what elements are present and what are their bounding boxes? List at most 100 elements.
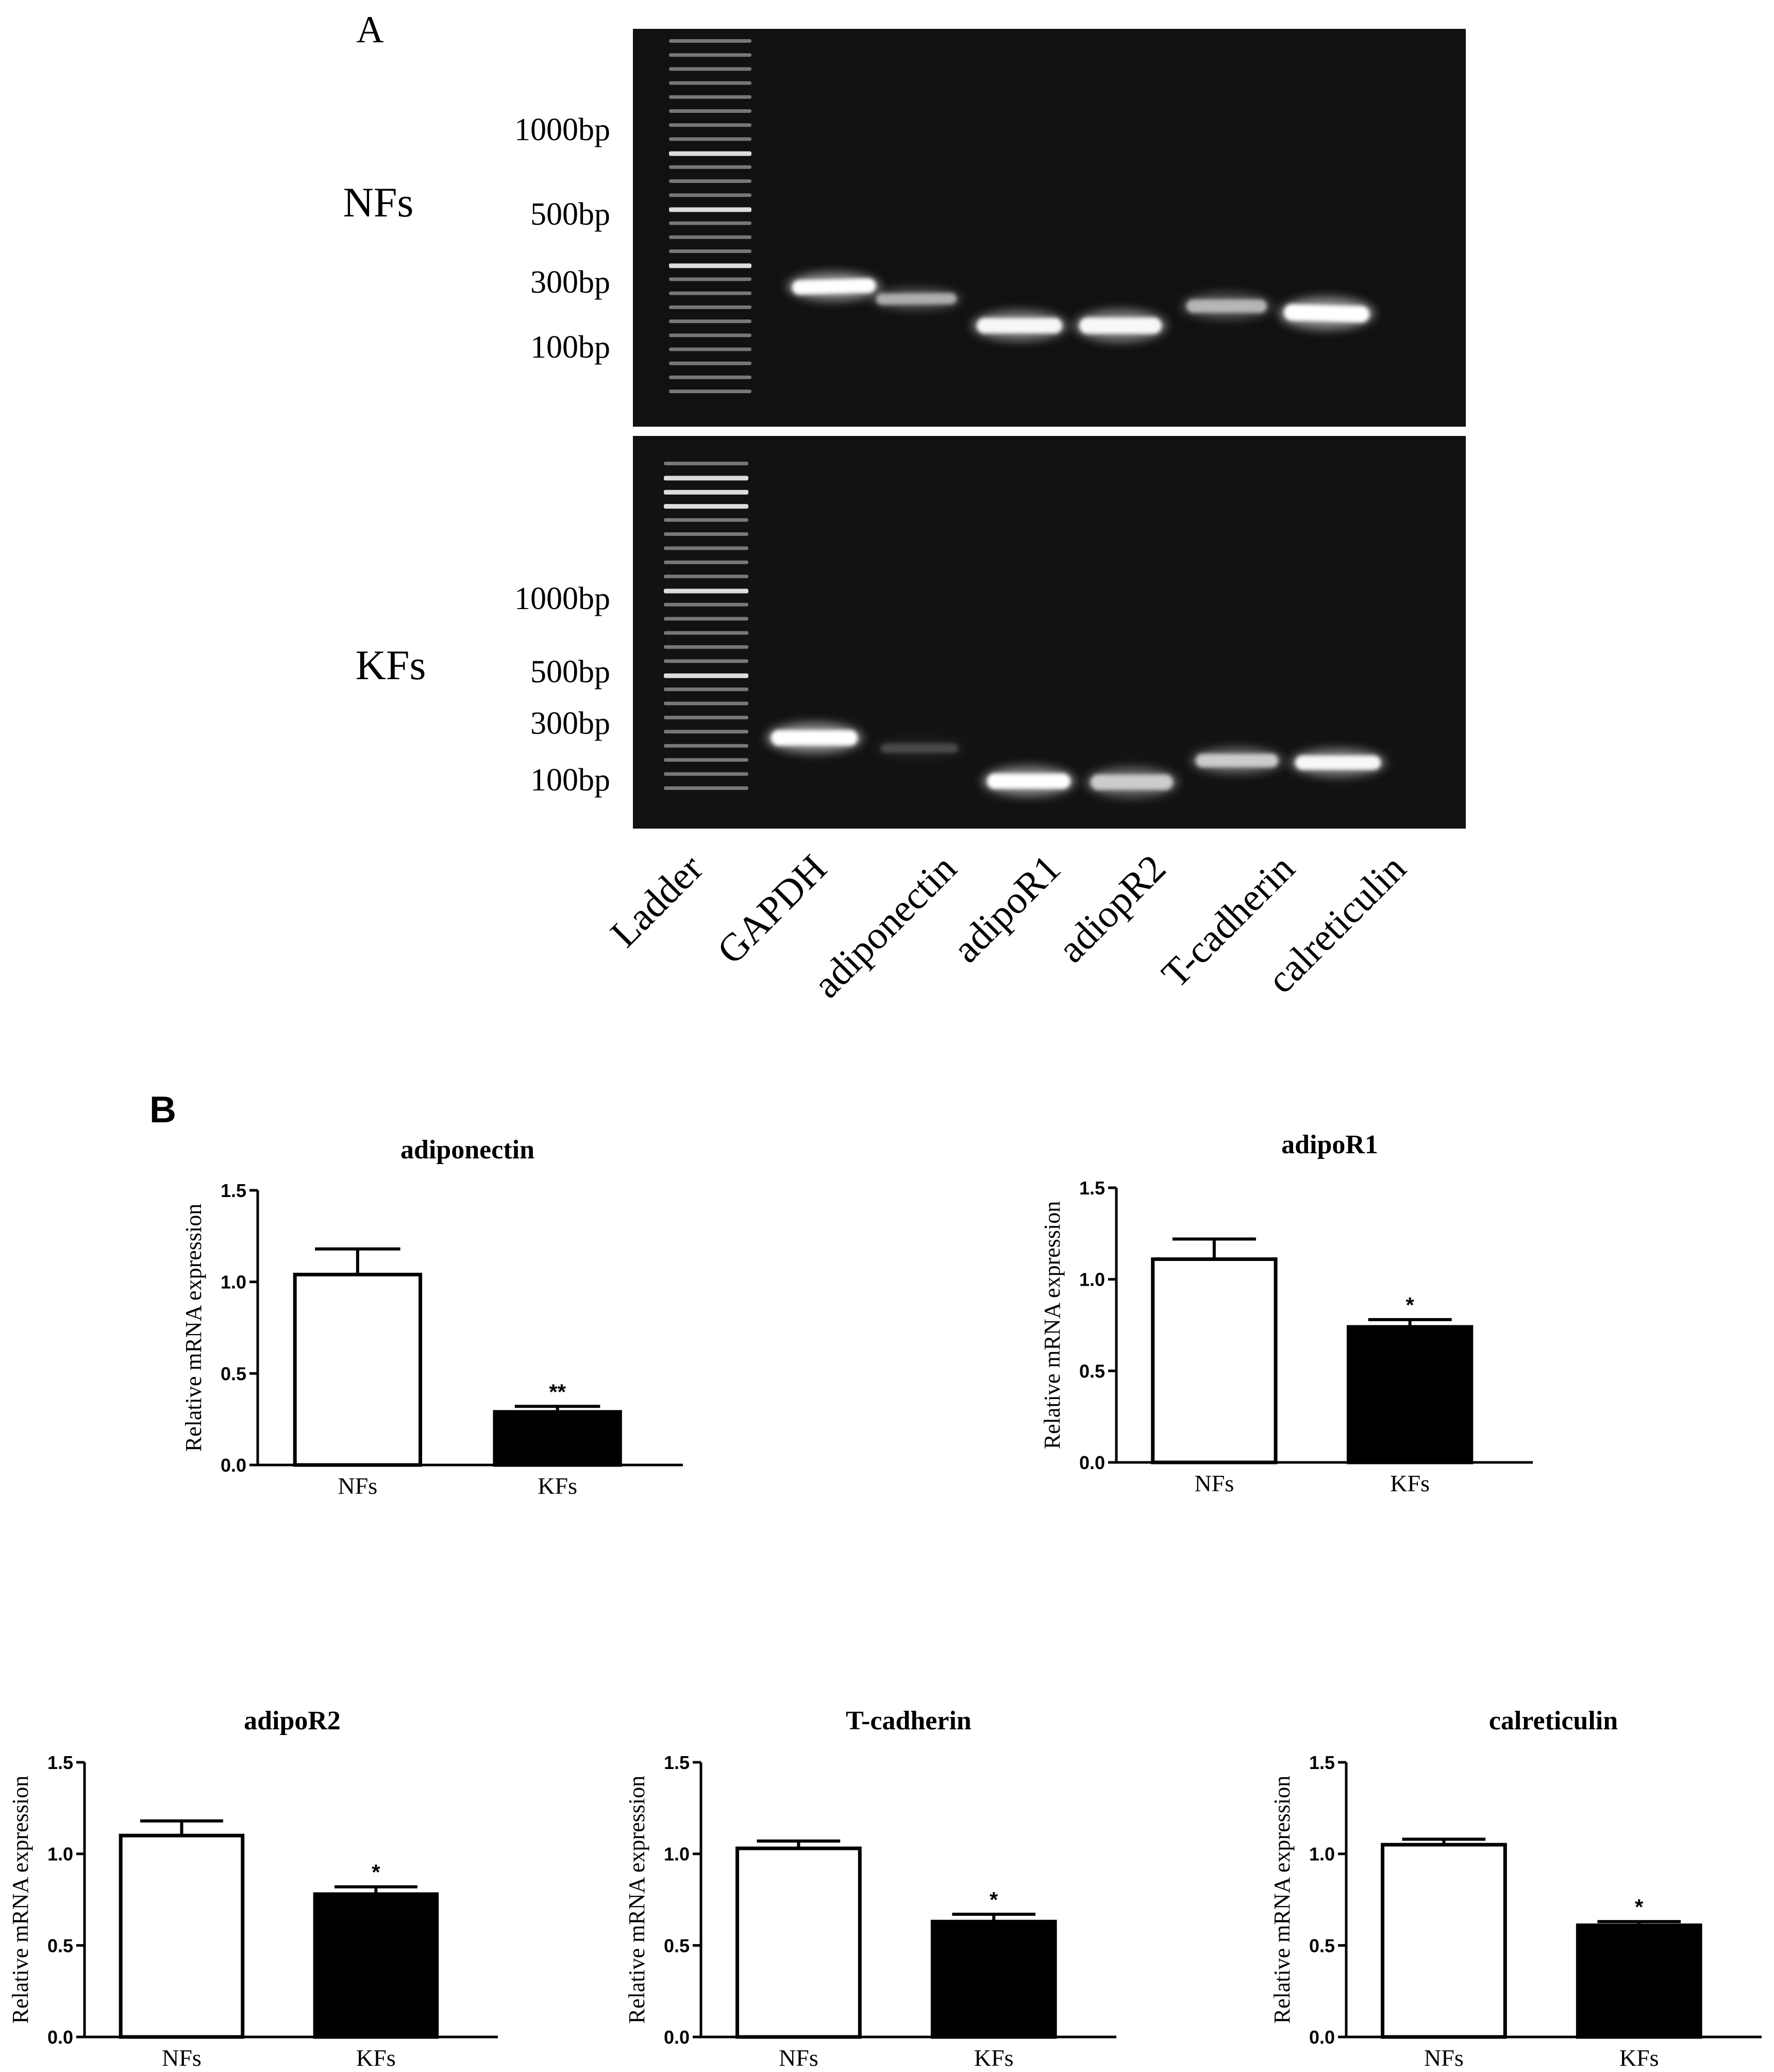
panel-a: A NFs KFs 1000bp 500bp 300bp 100bp 1000b… [343, 9, 1466, 1006]
bar-nfs [1381, 1843, 1507, 2039]
x-tick-label: KFs [1619, 2045, 1659, 2071]
ladder-band [664, 504, 748, 509]
ladder-band [669, 235, 751, 239]
bar-chart-adiponectin: adiponectin 0.0 0.5 1.0 1.5 Relative mRNA exp… [181, 1135, 683, 1499]
x-tick-label: KFs [1390, 1470, 1430, 1496]
bar-chart-t-cadherin: T-cadherin 0.0 0.5 1.0 1.5 Relative mRNA expr… [624, 1706, 1116, 2071]
bar-nfs [735, 1846, 862, 2039]
marker-300bp-kfs: 300bp [530, 706, 610, 741]
chart-title: T-cadherin [846, 1706, 972, 1736]
y-tick-label: 1.5 [1079, 1177, 1105, 1199]
ladder-band [664, 532, 748, 536]
ladder-band [664, 602, 748, 607]
bar-kfs [930, 1919, 1057, 2039]
ladder-band [664, 758, 748, 762]
ladder-band [669, 137, 751, 141]
chart-title: adipoR2 [244, 1706, 341, 1736]
y-tick-label: 1.0 [47, 1844, 73, 1865]
ladder-band [664, 631, 748, 635]
ladder-band [669, 375, 751, 379]
y-tick-label: 1.5 [1309, 1752, 1335, 1773]
marker-100bp-nfs: 100bp [530, 330, 610, 365]
ladder-band [669, 305, 751, 309]
ladder-band [664, 588, 748, 594]
chart-title: calreticulin [1489, 1706, 1618, 1736]
ladder-band [664, 645, 748, 649]
x-tick-label: NFs [162, 2045, 202, 2071]
ladder-band [664, 546, 748, 550]
ladder-band [669, 67, 751, 71]
y-tick-label: 0.0 [221, 1455, 246, 1476]
y-axis-label: Relative mRNA expression [1040, 1201, 1065, 1450]
x-tick-label: KFs [538, 1473, 577, 1499]
y-tick-label: 0.0 [47, 2027, 73, 2048]
y-tick-label: 1.0 [664, 1844, 690, 1865]
ladder-band [664, 673, 748, 678]
marker-1000bp-kfs: 1000bp [514, 581, 610, 616]
x-tick-label: NFs [1424, 2045, 1464, 2071]
chart-title: adiponectin [400, 1135, 534, 1165]
ladder-band [664, 490, 748, 495]
ladder-band [664, 772, 748, 776]
y-axis-label: Relative mRNA expression [181, 1204, 206, 1452]
y-axis-label: Relative mRNA expression [624, 1776, 649, 2024]
y-tick-label: 1.5 [221, 1180, 246, 1201]
lane-label: GAPDH [709, 847, 835, 973]
y-tick-label: 0.5 [664, 1935, 690, 1956]
bar-chart-calreticulin: calreticulin 0.0 0.5 1.0 1.5 Relative mRNA ex… [1269, 1706, 1762, 2071]
significance-marker: * [1405, 1293, 1414, 1317]
ladder-band [669, 207, 751, 212]
ladder-band [664, 462, 748, 465]
gel-band [771, 730, 858, 746]
bar-kfs [1576, 1923, 1702, 2039]
gel-image-nfs [633, 29, 1466, 427]
panel-a-label: A [356, 9, 383, 51]
y-tick-label: 0.0 [664, 2027, 690, 2048]
ladder-band [664, 730, 748, 734]
chart-title: adipoR1 [1281, 1130, 1378, 1159]
ladder-band [669, 291, 751, 295]
gel-band [876, 293, 957, 305]
ladder-band [664, 687, 748, 692]
row-label-kfs: KFs [356, 642, 426, 688]
ladder-band [664, 617, 748, 621]
marker-100bp-kfs: 100bp [530, 763, 610, 798]
x-tick-label: KFs [356, 2045, 396, 2071]
ladder-band [664, 701, 748, 705]
gel-band [1295, 755, 1381, 770]
significance-marker: * [1635, 1895, 1644, 1919]
ladder-band [669, 123, 751, 127]
significance-marker: * [990, 1888, 998, 1912]
y-tick-label: 1.0 [1079, 1269, 1105, 1290]
y-tick-label: 1.0 [221, 1272, 246, 1293]
gel-band [987, 773, 1070, 789]
bar-kfs [493, 1410, 622, 1467]
ladder-band [664, 744, 748, 748]
gel-band [881, 744, 958, 753]
significance-marker: * [372, 1860, 380, 1884]
y-tick-label: 1.5 [664, 1752, 690, 1773]
ladder-band [669, 81, 751, 85]
gel-band [977, 318, 1062, 333]
ladder-band [664, 716, 748, 720]
y-axis-label: Relative mRNA expression [8, 1776, 33, 2024]
ladder-band [664, 575, 748, 579]
marker-500bp-kfs: 500bp [530, 654, 610, 689]
ladder-band [669, 333, 751, 338]
gel-band [1186, 299, 1267, 313]
y-tick-label: 1.5 [47, 1752, 73, 1773]
bar-kfs [313, 1892, 439, 2039]
lane-label: adipoR1 [945, 847, 1069, 971]
marker-500bp-nfs: 500bp [530, 197, 610, 232]
ladder-band [669, 319, 751, 323]
marker-300bp-nfs: 300bp [530, 265, 610, 300]
ladder-band [669, 263, 751, 268]
ladder-band [669, 151, 751, 156]
significance-marker: ** [549, 1379, 566, 1404]
lane-label: adiponectin [805, 847, 965, 1006]
y-tick-label: 0.0 [1309, 2027, 1335, 2048]
x-tick-label: NFs [779, 2045, 818, 2071]
ladder-band [669, 277, 751, 281]
x-tick-label: KFs [974, 2045, 1014, 2071]
ladder-band [664, 560, 748, 564]
